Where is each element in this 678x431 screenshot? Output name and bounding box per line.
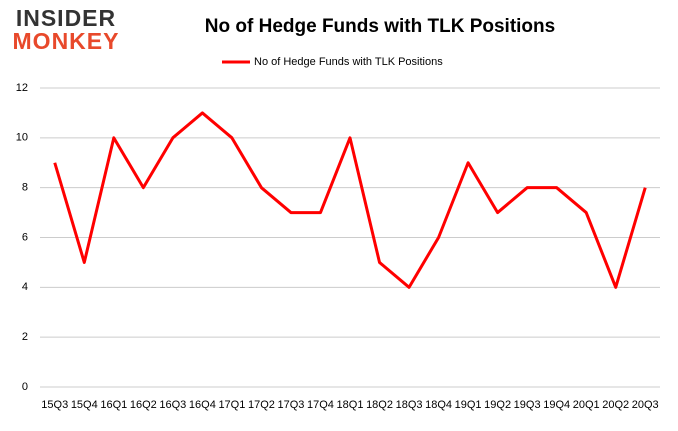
x-tick-label: 16Q2 xyxy=(130,399,157,411)
x-tick-label: 20Q1 xyxy=(573,399,600,411)
chart-title: No of Hedge Funds with TLK Positions xyxy=(205,16,555,37)
x-tick-label: 18Q2 xyxy=(366,399,393,411)
legend-label: No of Hedge Funds with TLK Positions xyxy=(254,56,443,68)
x-tick-label: 19Q4 xyxy=(543,399,570,411)
x-tick-label: 19Q1 xyxy=(455,399,482,411)
x-tick-label: 16Q3 xyxy=(159,399,186,411)
data-line xyxy=(53,111,647,289)
y-tick-label: 8 xyxy=(22,182,28,194)
x-tick-label: 16Q1 xyxy=(100,399,127,411)
x-tick-label: 18Q1 xyxy=(337,399,364,411)
y-tick-label: 12 xyxy=(16,82,28,94)
logo-top: INSIDER xyxy=(16,5,116,31)
x-tick-label: 18Q4 xyxy=(425,399,452,411)
x-tick-label: 17Q1 xyxy=(218,399,245,411)
x-tick-label: 20Q3 xyxy=(632,399,659,411)
x-tick-label: 17Q2 xyxy=(248,399,275,411)
x-tick-label: 20Q2 xyxy=(602,399,629,411)
logo-bottom: MONKEY xyxy=(13,28,120,54)
x-tick-label: 15Q3 xyxy=(41,399,68,411)
x-tick-label: 16Q4 xyxy=(189,399,216,411)
y-tick-label: 6 xyxy=(22,231,28,243)
x-tick-label: 19Q3 xyxy=(514,399,541,411)
x-tick-label: 17Q3 xyxy=(277,399,304,411)
y-tick-label: 0 xyxy=(22,381,28,393)
x-tick-label: 15Q4 xyxy=(71,399,98,411)
y-tick-label: 10 xyxy=(16,132,28,144)
y-tick-label: 2 xyxy=(22,331,28,343)
x-tick-label: 19Q2 xyxy=(484,399,511,411)
y-tick-label: 4 xyxy=(22,281,28,293)
x-tick-label: 18Q3 xyxy=(396,399,423,411)
x-tick-label: 17Q4 xyxy=(307,399,334,411)
